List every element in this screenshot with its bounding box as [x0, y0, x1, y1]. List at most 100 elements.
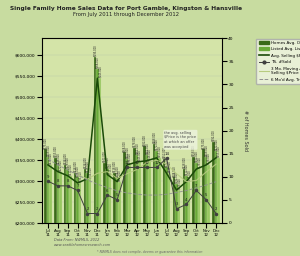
Text: $305,000: $305,000	[88, 166, 92, 178]
Bar	[202, 150, 205, 256]
Bar	[56, 165, 59, 256]
Text: $362,000: $362,000	[145, 142, 149, 154]
Y-axis label: # of Homes Sold: # of Homes Sold	[243, 110, 248, 151]
Bar	[116, 177, 118, 256]
Bar	[76, 177, 79, 256]
Bar	[44, 150, 46, 256]
Bar	[146, 155, 148, 256]
Text: $372,000: $372,000	[155, 138, 159, 150]
Bar	[195, 163, 198, 256]
Bar	[126, 159, 128, 256]
Text: $298,000: $298,000	[187, 169, 191, 181]
Bar	[54, 158, 56, 256]
Bar	[205, 156, 208, 256]
Text: $355,000: $355,000	[53, 145, 57, 157]
Text: $328,000: $328,000	[83, 156, 87, 168]
Bar	[46, 156, 49, 256]
Text: $338,000: $338,000	[207, 152, 211, 164]
Text: $352,000: $352,000	[125, 146, 129, 158]
Bar	[148, 161, 151, 256]
Text: 6: 6	[106, 189, 109, 193]
Text: $338,000: $338,000	[63, 152, 67, 164]
Text: 7: 7	[195, 184, 197, 188]
Bar	[215, 151, 217, 256]
Text: $568,000: $568,000	[95, 56, 99, 68]
Bar	[106, 169, 109, 256]
Bar	[94, 57, 96, 256]
Text: $338,000: $338,000	[128, 152, 132, 164]
Bar	[188, 182, 190, 256]
Text: $315,000: $315,000	[108, 162, 112, 174]
Bar	[99, 78, 101, 256]
Text: $338,000: $338,000	[49, 152, 52, 164]
Text: 2: 2	[96, 207, 99, 211]
Text: 12: 12	[124, 161, 130, 165]
Text: www.seattlehomesresearch.com: www.seattlehomesresearch.com	[54, 243, 111, 247]
Legend: Homes Avg. Original SP/LP, Listed Avg. Listing $Price, Avg. Selling $Price, TS. : Homes Avg. Original SP/LP, Listed Avg. L…	[256, 39, 300, 84]
Text: $318,000: $318,000	[167, 161, 171, 173]
Bar	[212, 142, 215, 256]
Text: 2: 2	[215, 207, 217, 211]
Text: 4: 4	[185, 198, 188, 202]
Bar	[208, 165, 210, 256]
Text: $342,000: $342,000	[103, 151, 107, 162]
Bar	[163, 159, 165, 256]
Text: $308,000: $308,000	[76, 165, 80, 177]
Bar	[143, 146, 146, 256]
Bar	[158, 158, 160, 256]
Text: $345,000: $345,000	[137, 150, 142, 161]
Bar	[128, 165, 131, 256]
Bar	[172, 177, 175, 256]
Bar	[175, 184, 178, 256]
Text: $278,000: $278,000	[177, 177, 181, 189]
Bar	[79, 183, 82, 256]
Text: $358,000: $358,000	[46, 144, 50, 156]
Text: $298,000: $298,000	[118, 169, 122, 181]
Text: $545,000: $545,000	[98, 66, 102, 77]
Text: $328,000: $328,000	[197, 156, 201, 168]
Text: $292,000: $292,000	[175, 172, 178, 183]
Text: 5: 5	[116, 193, 119, 197]
Text: $328,000: $328,000	[66, 156, 70, 168]
Bar	[103, 163, 106, 256]
Bar	[133, 148, 136, 256]
Bar	[218, 158, 220, 256]
Text: $368,000: $368,000	[122, 140, 127, 152]
Text: $362,000: $362,000	[135, 142, 139, 154]
Text: $295,000: $295,000	[78, 170, 82, 182]
Text: $358,000: $358,000	[192, 144, 196, 156]
Text: $388,000: $388,000	[152, 131, 156, 143]
Text: 3: 3	[175, 202, 178, 206]
Text: $308,000: $308,000	[115, 165, 119, 177]
Bar	[86, 173, 89, 256]
Bar	[123, 152, 126, 256]
Text: $318,000: $318,000	[85, 161, 89, 173]
Text: Data From: NWMLS, 2012: Data From: NWMLS, 2012	[54, 238, 99, 242]
Text: $318,000: $318,000	[112, 161, 117, 173]
Text: $392,000: $392,000	[212, 130, 215, 142]
Bar	[69, 176, 72, 256]
Text: 14: 14	[164, 152, 169, 156]
Bar	[155, 151, 158, 256]
Text: $308,000: $308,000	[172, 165, 176, 177]
Text: $375,000: $375,000	[202, 137, 206, 148]
Bar	[64, 165, 66, 256]
Bar	[66, 169, 69, 256]
Text: Single Family Home Sales Data for Port Gamble, Kingston & Hansville: Single Family Home Sales Data for Port G…	[10, 6, 242, 12]
Text: $595,000: $595,000	[93, 45, 97, 56]
Text: $342,000: $342,000	[194, 151, 198, 162]
Text: $372,000: $372,000	[214, 138, 218, 150]
Text: 8: 8	[67, 179, 69, 183]
Bar	[178, 190, 180, 256]
Text: $328,000: $328,000	[182, 156, 186, 168]
Bar	[136, 155, 138, 256]
Text: $355,000: $355,000	[217, 145, 220, 157]
Text: 2: 2	[86, 207, 89, 211]
Text: 7: 7	[76, 184, 79, 188]
Bar	[109, 175, 111, 256]
Bar	[138, 162, 141, 256]
Bar	[198, 169, 200, 256]
Text: 12: 12	[144, 161, 149, 165]
Text: 12: 12	[134, 161, 140, 165]
Text: $328,000: $328,000	[105, 156, 109, 168]
